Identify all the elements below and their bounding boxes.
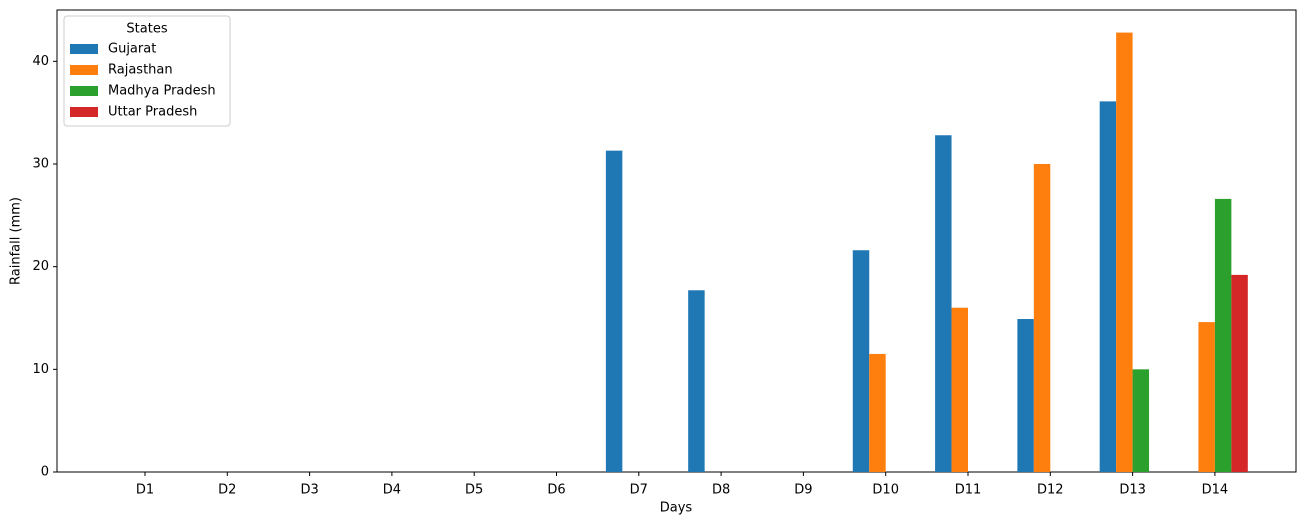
bar [1017,319,1034,472]
bar [951,307,968,472]
x-tick-label: D6 [547,483,565,498]
y-tick-label: 10 [32,362,49,377]
legend-swatch [70,86,98,96]
x-tick-label: D9 [794,483,812,498]
bar [688,290,705,472]
x-tick-label: D5 [465,483,483,498]
bar [1198,322,1215,472]
y-tick-label: 20 [32,259,49,274]
x-tick-label: D2 [218,483,236,498]
legend-swatch [70,44,98,54]
bar [852,250,870,472]
x-tick-label: D8 [712,483,730,498]
x-tick-label: D7 [630,483,648,498]
y-tick-label: 0 [41,465,49,480]
x-tick-label: D3 [300,483,318,498]
legend-title: States [126,22,167,37]
x-tick-label: D1 [136,483,154,498]
bar [1099,101,1117,472]
bar [935,135,952,472]
y-tick-label: 30 [32,157,49,172]
x-tick-label: D11 [955,483,982,498]
legend-label: Gujarat [108,42,156,57]
y-axis-label: Rainfall (mm) [9,197,24,285]
plot-frame [56,9,1297,473]
legend-box [63,15,231,127]
bar [1231,274,1248,472]
x-axis-label: Days [660,501,693,516]
x-tick-label: D13 [1119,483,1146,498]
legend-swatch [70,107,98,117]
x-tick-label: D4 [383,483,401,498]
x-tick-label: D14 [1202,483,1229,498]
legend-swatch [70,65,98,75]
y-tick-label: 40 [32,54,49,69]
bar [1214,198,1232,472]
legend-label: Uttar Pradesh [108,105,197,120]
bar [605,150,623,473]
bar [1132,369,1150,472]
bar [869,353,886,472]
legend-label: Rajasthan [108,63,173,78]
legend-label: Madhya Pradesh [108,84,216,99]
bar [1033,164,1051,472]
x-tick-label: D12 [1037,483,1064,498]
bar [1116,32,1133,472]
x-tick-label: D10 [872,483,899,498]
